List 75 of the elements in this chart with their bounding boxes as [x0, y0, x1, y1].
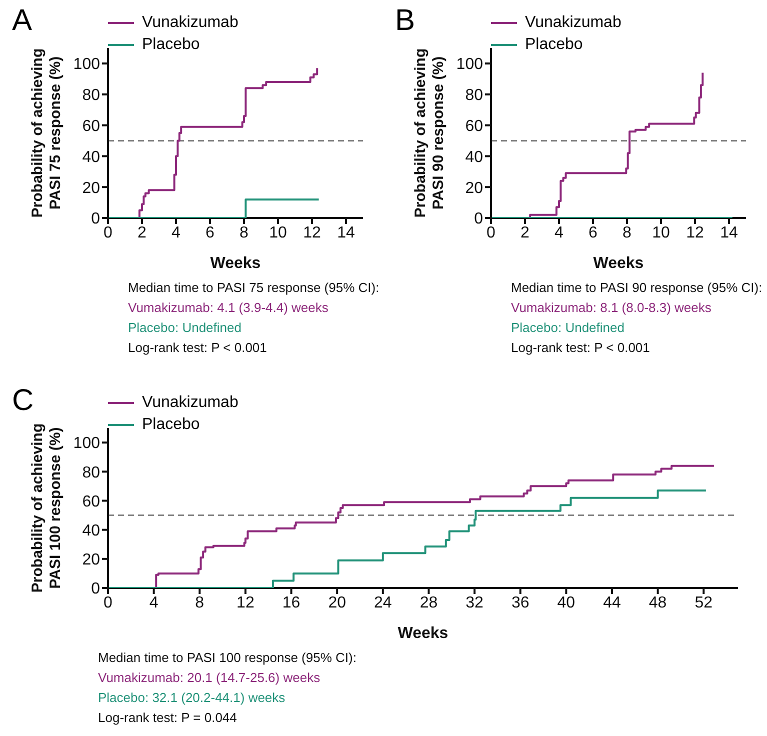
y-tick-label: 100 — [73, 56, 100, 74]
x-tick-label: 0 — [104, 594, 113, 612]
x-tick-label: 14 — [720, 224, 738, 242]
legend-label: Placebo — [525, 36, 583, 54]
y-tick-label: 80 — [82, 464, 100, 482]
x-tick-label: 4 — [172, 224, 181, 242]
legend-label: Vunakizumab — [525, 14, 622, 32]
text: Vumakizumab: 20.1 (14.7-25.6) weeks — [98, 669, 322, 687]
x-tick-label: 8 — [240, 224, 249, 242]
chart-title: A — [12, 4, 32, 38]
y-tick-label: 60 — [82, 118, 100, 135]
y-axis-title: Probability of achieving PASI 90 response (%) — [412, 48, 447, 218]
x-tick-label: 12 — [303, 224, 321, 242]
y-tick-label: 40 — [82, 148, 100, 166]
x-tick-label: 14 — [337, 224, 355, 242]
y-tick-label: 60 — [82, 493, 100, 510]
x-tick-label: 40 — [557, 594, 576, 612]
y-tick-label: 0 — [91, 580, 100, 598]
text: Log-rank test: P < 0.001 — [511, 339, 651, 357]
chart-title: C — [12, 384, 34, 418]
y-tick-label: 0 — [91, 210, 100, 228]
text: Placebo: 32.1 (20.2-44.1) weeks — [98, 689, 286, 707]
x-tick-label: 10 — [269, 224, 287, 242]
text: Median time to PASI 100 response (95% CI): — [98, 649, 358, 667]
legend-label: Placebo — [142, 36, 200, 54]
y-axis-title: Probability of achieving PASI 75 response (%) — [29, 48, 64, 218]
x-tick-label: 32 — [466, 594, 484, 612]
legend-label: Placebo — [142, 416, 200, 434]
x-axis-title: Weeks — [398, 625, 448, 642]
x-tick-label: 36 — [511, 594, 530, 612]
text: Median time to PASI 90 response (95% CI): — [511, 279, 764, 297]
x-tick-label: 0 — [104, 224, 113, 242]
text: Vumakizumab: 4.1 (3.9-4.4) weeks — [128, 299, 330, 317]
text: Vumakizumab: 8.1 (8.0-8.3) weeks — [511, 299, 712, 317]
x-tick-label: 0 — [486, 224, 496, 242]
y-tick-label: 80 — [465, 87, 484, 104]
y-tick-label: 20 — [82, 180, 100, 197]
y-tick-label: 20 — [82, 552, 100, 569]
x-tick-label: 24 — [374, 594, 392, 612]
x-tick-label: 2 — [138, 224, 147, 242]
x-tick-label: 6 — [206, 224, 215, 242]
y-tick-label: 80 — [82, 87, 100, 104]
x-tick-label: 2 — [520, 224, 530, 242]
x-tick-label: 10 — [652, 224, 670, 242]
x-tick-label: 8 — [195, 594, 204, 612]
x-tick-label: 8 — [622, 224, 632, 242]
y-tick-label: 100 — [456, 56, 484, 74]
x-axis-title: Weeks — [593, 255, 644, 272]
x-tick-label: 6 — [588, 224, 598, 242]
x-tick-label: 4 — [149, 594, 158, 612]
x-tick-label: 16 — [282, 594, 300, 612]
y-tick-label: 20 — [465, 180, 484, 197]
x-tick-label: 12 — [686, 224, 704, 242]
text: Median time to PASI 75 response (95% CI): — [128, 279, 380, 297]
chart-title: B — [395, 4, 416, 38]
x-tick-label: 28 — [420, 594, 438, 612]
y-tick-label: 40 — [465, 148, 484, 166]
x-tick-label: 4 — [554, 224, 564, 242]
y-tick-label: 60 — [465, 118, 484, 135]
y-tick-label: 0 — [474, 210, 484, 228]
text: Placebo: Undefined — [128, 319, 242, 337]
y-tick-label: 40 — [82, 522, 100, 540]
x-axis-title: Weeks — [210, 255, 261, 272]
x-tick-label: 20 — [328, 594, 346, 612]
x-tick-label: 52 — [694, 594, 713, 612]
text: Log-rank test: P = 0.044 — [98, 709, 238, 727]
text: Placebo: Undefined — [511, 319, 626, 337]
x-tick-label: 44 — [603, 594, 621, 612]
x-tick-label: 12 — [236, 594, 254, 612]
y-axis-title: Probability of achieving PASI 100 response (%) — [29, 423, 64, 593]
legend-label: Vunakizumab — [142, 14, 238, 32]
text: Log-rank test: P < 0.001 — [128, 339, 268, 357]
legend-label: Vunakizumab — [142, 394, 238, 412]
y-tick-label: 100 — [73, 435, 100, 452]
x-tick-label: 48 — [648, 594, 667, 612]
